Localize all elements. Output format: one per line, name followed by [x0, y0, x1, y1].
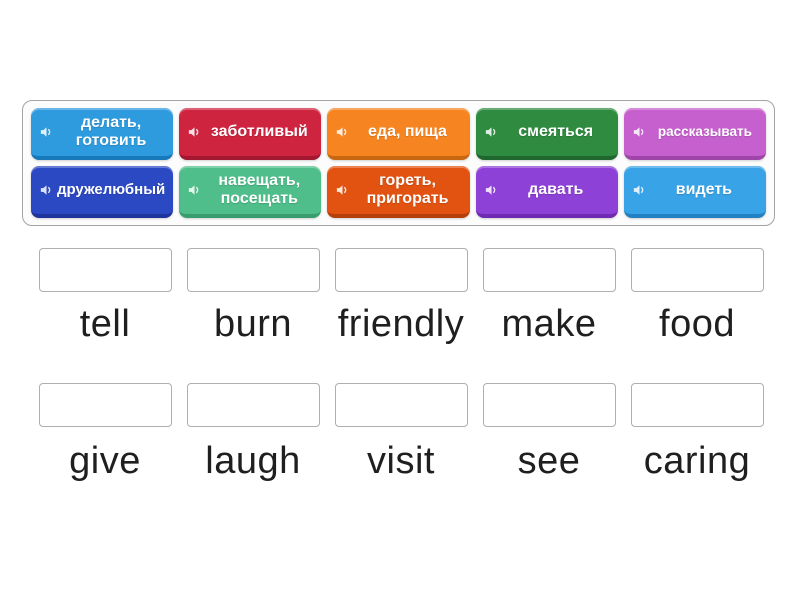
word-tile-rasskazyvat[interactable]: рассказывать	[623, 108, 766, 160]
speaker-icon	[189, 127, 199, 137]
tile-label: дружелюбный	[56, 180, 166, 198]
speaker-icon	[40, 127, 51, 137]
answer-word-give: give	[69, 440, 141, 482]
answer-slot-visit[interactable]	[335, 383, 468, 427]
tile-label: давать	[528, 181, 584, 199]
answer-slot-make[interactable]	[483, 248, 616, 292]
speaker-icon	[40, 185, 51, 195]
answer-word-tell: tell	[79, 303, 131, 345]
answer-slot-tell[interactable]	[39, 248, 172, 292]
speaker-icon	[485, 185, 495, 195]
answer-word-visit: visit	[367, 440, 435, 482]
answer-word-make: make	[501, 303, 597, 345]
tile-label: навещать, посещать	[218, 172, 301, 207]
answer-word-friendly: friendly	[337, 303, 465, 345]
tile-grid: делать, готовить заботливый еда, пища см…	[23, 101, 774, 225]
tile-label: рассказывать	[657, 124, 752, 140]
word-tile-eda-pishcha[interactable]: еда, пища	[327, 108, 470, 160]
answer-slot-give[interactable]	[39, 383, 172, 427]
speaker-icon	[485, 127, 495, 137]
word-tile-goret[interactable]: гореть, пригорать	[327, 166, 470, 218]
tile-label: гореть, пригорать	[366, 172, 449, 207]
speaker-icon	[633, 127, 644, 137]
tile-label: заботливый	[210, 123, 308, 141]
answer-slot-burn[interactable]	[187, 248, 320, 292]
answer-word-caring: caring	[643, 440, 751, 482]
word-tile-druzhelyubnyj[interactable]: дружелюбный	[31, 166, 174, 218]
speaker-icon	[189, 185, 199, 195]
word-tile-davat[interactable]: давать	[475, 166, 618, 218]
tile-board-panel: делать, готовить заботливый еда, пища см…	[22, 100, 775, 226]
speaker-icon	[337, 127, 347, 137]
answer-slot-see[interactable]	[483, 383, 616, 427]
answer-word-food: food	[659, 303, 735, 345]
tile-label: делать, готовить	[75, 114, 147, 149]
word-tile-zabotlivyj[interactable]: заботливый	[179, 108, 322, 160]
tile-label: смеяться	[518, 123, 594, 141]
word-tile-delat-gotovit[interactable]: делать, готовить	[31, 108, 174, 160]
word-tile-naveshchat[interactable]: навещать, посещать	[179, 166, 322, 218]
answer-slot-caring[interactable]	[631, 383, 764, 427]
answer-word-see: see	[517, 440, 581, 482]
tile-label: еда, пища	[368, 123, 447, 141]
speaker-icon	[337, 185, 347, 195]
answer-slot-food[interactable]	[631, 248, 764, 292]
word-tile-videt[interactable]: видеть	[623, 166, 766, 218]
speaker-icon	[633, 185, 644, 195]
answer-word-laugh: laugh	[205, 440, 301, 482]
answer-word-burn: burn	[213, 303, 293, 345]
answer-slot-friendly[interactable]	[335, 248, 468, 292]
answer-slot-laugh[interactable]	[187, 383, 320, 427]
word-tile-smeyatsya[interactable]: смеяться	[475, 108, 618, 160]
tile-label: видеть	[675, 181, 732, 199]
